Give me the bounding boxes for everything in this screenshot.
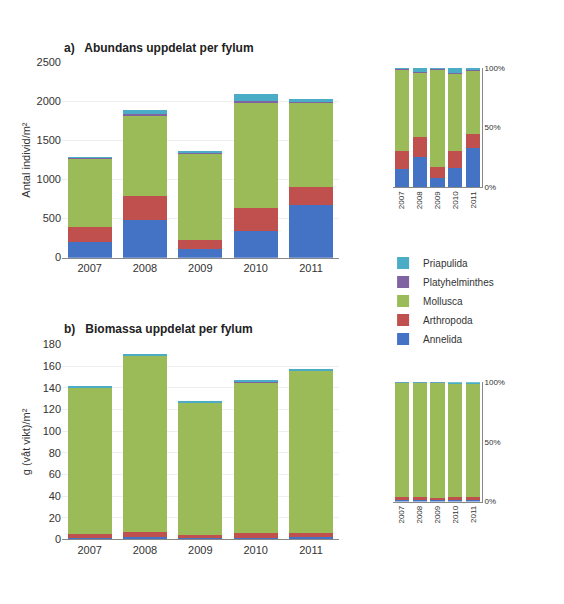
svg-text:2007: 2007 bbox=[397, 191, 406, 209]
svg-text:b) Biomassa uppdelat per fyl: b) Biomassa uppdelat per fylum bbox=[64, 322, 253, 336]
svg-text:2009: 2009 bbox=[433, 505, 442, 523]
svg-text:100%: 100% bbox=[485, 64, 505, 73]
svg-text:60: 60 bbox=[49, 468, 61, 480]
svg-text:2011: 2011 bbox=[299, 544, 323, 556]
svg-text:2010: 2010 bbox=[451, 191, 460, 209]
svg-text:2007: 2007 bbox=[77, 262, 101, 274]
svg-text:2010: 2010 bbox=[243, 262, 267, 274]
svg-text:2008: 2008 bbox=[133, 262, 157, 274]
svg-text:0: 0 bbox=[55, 251, 61, 263]
svg-text:2500: 2500 bbox=[37, 56, 61, 68]
svg-text:2011: 2011 bbox=[299, 262, 323, 274]
svg-text:160: 160 bbox=[43, 360, 61, 372]
svg-text:2009: 2009 bbox=[433, 191, 442, 209]
svg-text:2009: 2009 bbox=[188, 262, 212, 274]
svg-text:140: 140 bbox=[43, 382, 61, 394]
svg-text:50%: 50% bbox=[485, 123, 501, 132]
svg-text:0%: 0% bbox=[485, 183, 497, 192]
svg-text:50%: 50% bbox=[485, 438, 501, 447]
svg-text:120: 120 bbox=[43, 403, 61, 415]
svg-text:Mollusca: Mollusca bbox=[423, 296, 463, 307]
svg-text:20: 20 bbox=[49, 512, 61, 524]
svg-text:2009: 2009 bbox=[188, 544, 212, 556]
svg-text:2010: 2010 bbox=[451, 505, 460, 523]
svg-text:2008: 2008 bbox=[133, 544, 157, 556]
svg-text:2011: 2011 bbox=[469, 505, 478, 523]
svg-text:Priapulida: Priapulida bbox=[423, 258, 468, 269]
svg-text:100: 100 bbox=[43, 425, 61, 437]
svg-text:2007: 2007 bbox=[397, 505, 406, 523]
svg-text:g (våt vikt)/m²: g (våt vikt)/m² bbox=[20, 408, 32, 475]
svg-text:180: 180 bbox=[43, 338, 61, 350]
svg-text:2007: 2007 bbox=[77, 544, 101, 556]
svg-text:0%: 0% bbox=[485, 497, 497, 506]
svg-text:100%: 100% bbox=[485, 378, 505, 387]
svg-text:40: 40 bbox=[49, 490, 61, 502]
svg-text:Annelida: Annelida bbox=[423, 334, 462, 345]
svg-text:0: 0 bbox=[55, 533, 61, 545]
svg-text:2011: 2011 bbox=[469, 191, 478, 209]
svg-text:a) Abundans uppdelat per fyl: a) Abundans uppdelat per fylum bbox=[64, 41, 254, 55]
svg-text:Platyhelminthes: Platyhelminthes bbox=[423, 277, 494, 288]
svg-text:Arthropoda: Arthropoda bbox=[423, 315, 473, 326]
svg-text:2000: 2000 bbox=[37, 95, 61, 107]
svg-text:1000: 1000 bbox=[37, 173, 61, 185]
svg-text:2010: 2010 bbox=[243, 544, 267, 556]
svg-text:500: 500 bbox=[43, 212, 61, 224]
svg-text:1500: 1500 bbox=[37, 134, 61, 146]
svg-text:2008: 2008 bbox=[415, 191, 424, 209]
svg-text:80: 80 bbox=[49, 447, 61, 459]
svg-text:2008: 2008 bbox=[415, 505, 424, 523]
svg-text:Antal individ/m²: Antal individ/m² bbox=[20, 122, 32, 198]
